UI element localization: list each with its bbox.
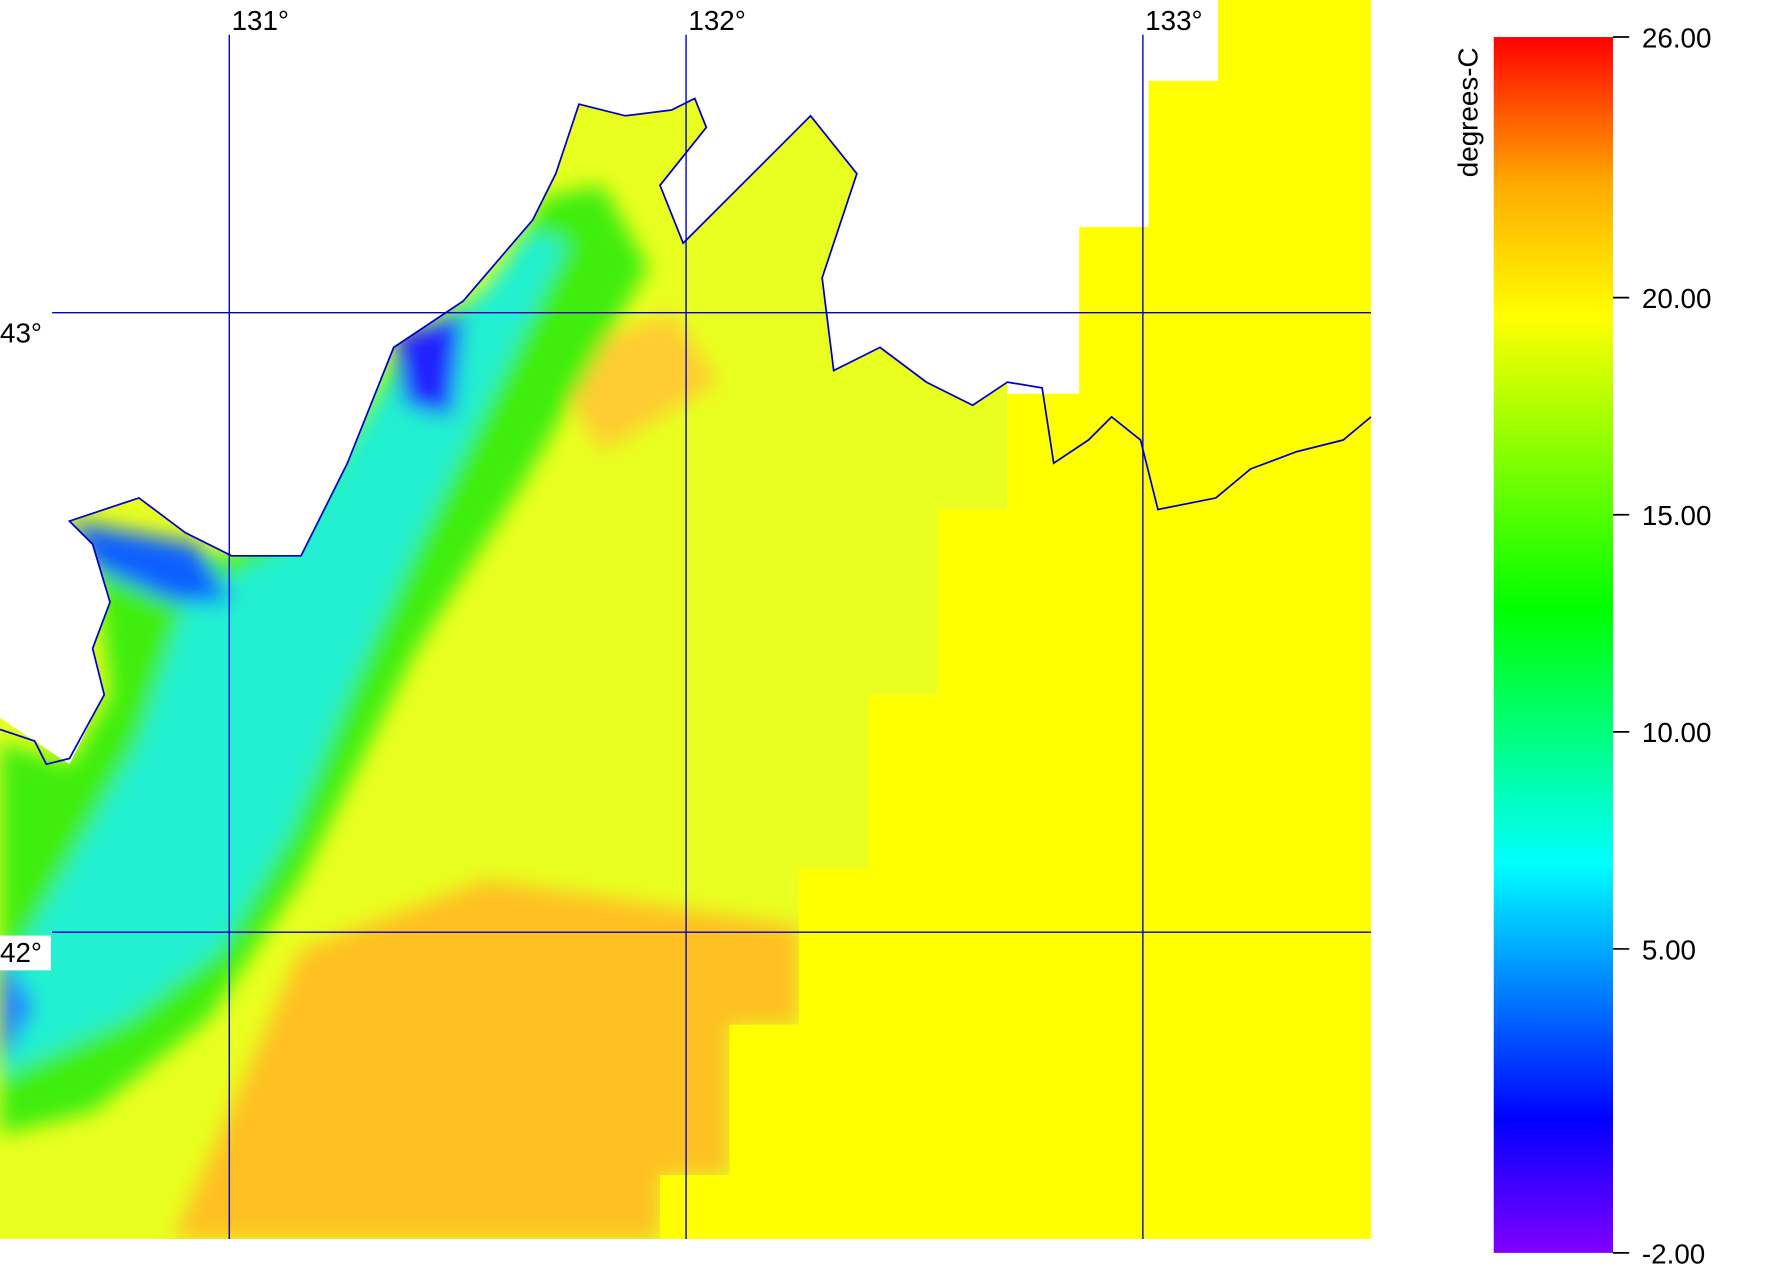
latitude-label-bg xyxy=(0,316,51,351)
colorbar-tick-label: 20.00 xyxy=(1642,283,1712,314)
longitude-label: 131° xyxy=(232,5,289,36)
latitude-label-bg xyxy=(0,935,51,971)
colorbar xyxy=(1493,37,1613,1253)
longitude-label: 132° xyxy=(688,5,745,36)
latitude-label: 43° xyxy=(0,318,42,349)
latitude-label: 42° xyxy=(0,937,42,968)
colorbar-label: degrees-C xyxy=(1453,47,1484,177)
map xyxy=(0,0,1372,1239)
colorbar-tick-label: 26.00 xyxy=(1642,22,1712,53)
offshore-fill xyxy=(660,0,1371,1239)
colorbar-tick-label: 5.00 xyxy=(1642,934,1696,965)
colorbar-tick-label: 15.00 xyxy=(1642,500,1712,531)
graticule: 131° 132° 133° 43° 42° xyxy=(0,5,1371,1239)
colorbar-tick-label: -2.00 xyxy=(1642,1238,1705,1269)
colorbar-tick-label: 10.00 xyxy=(1642,717,1712,748)
longitude-label: 133° xyxy=(1145,5,1202,36)
coastline xyxy=(0,97,1372,766)
